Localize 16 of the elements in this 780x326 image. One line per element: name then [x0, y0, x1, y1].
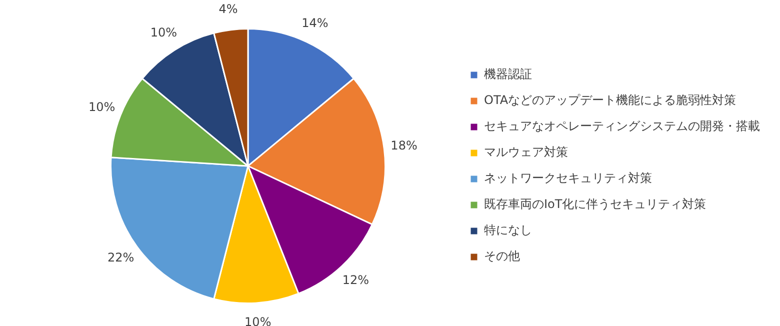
legend-label: ネットワークセキュリティ対策 [484, 171, 652, 186]
legend-label: OTAなどのアップデート機能による脆弱性対策 [484, 93, 736, 108]
data-label: 12% [342, 272, 369, 287]
legend-label: セキュアなオペレーティングシステムの開発・搭載 [484, 119, 760, 134]
data-label: 14% [302, 16, 328, 30]
legend-label: 既存車両のIoT化に伴うセキュリティ対策 [484, 197, 706, 212]
data-label: 10% [88, 100, 116, 114]
data-label: 10% [244, 315, 272, 326]
legend-label: 特になし [484, 223, 532, 238]
data-label: 22% [107, 250, 134, 265]
legend-label: その他 [484, 249, 520, 264]
data-label: 4% [218, 2, 238, 16]
legend-label: マルウェア対策 [484, 145, 568, 160]
data-label: 18% [390, 138, 418, 152]
data-label: 10% [150, 25, 178, 40]
legend-label: 機器認証 [484, 67, 532, 82]
